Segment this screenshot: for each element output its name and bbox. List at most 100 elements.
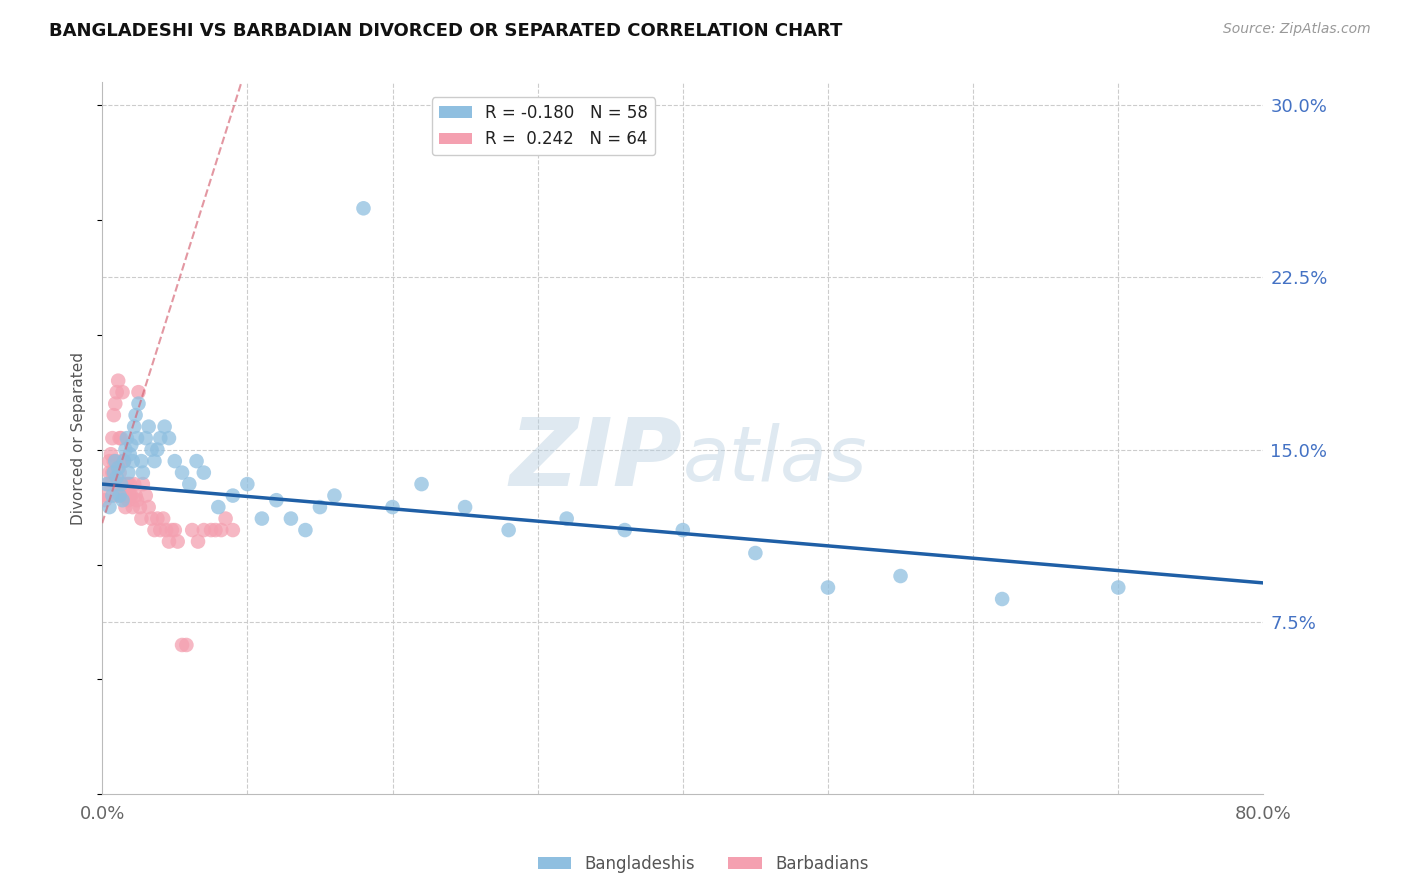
Point — [115, 431, 138, 445]
Point — [108, 466, 131, 480]
Point — [152, 511, 174, 525]
Point — [112, 454, 135, 468]
Legend: R = -0.180   N = 58, R =  0.242   N = 64: R = -0.180 N = 58, R = 0.242 N = 64 — [432, 97, 655, 155]
Point — [1107, 581, 1129, 595]
Point — [209, 523, 232, 537]
Point — [125, 493, 148, 508]
Point — [124, 489, 146, 503]
Point — [744, 546, 766, 560]
Point — [176, 638, 198, 652]
Point — [104, 454, 127, 468]
Point — [181, 523, 204, 537]
Point — [111, 385, 134, 400]
Point — [107, 461, 129, 475]
Point — [117, 493, 139, 508]
Point — [889, 569, 911, 583]
Point — [149, 523, 172, 537]
Point — [454, 500, 477, 514]
Point — [143, 523, 166, 537]
Point — [103, 466, 125, 480]
Point — [613, 523, 636, 537]
Point — [411, 477, 433, 491]
Point — [146, 511, 169, 525]
Point — [115, 489, 138, 503]
Point — [141, 511, 163, 525]
Point — [118, 489, 141, 503]
Text: BANGLADESHI VS BARBADIAN DIVORCED OR SEPARATED CORRELATION CHART: BANGLADESHI VS BARBADIAN DIVORCED OR SEP… — [49, 22, 842, 40]
Point — [122, 477, 145, 491]
Point — [97, 477, 120, 491]
Point — [200, 523, 222, 537]
Point — [991, 592, 1014, 607]
Point — [112, 477, 135, 491]
Point — [309, 500, 332, 514]
Point — [817, 581, 839, 595]
Point — [105, 385, 128, 400]
Point — [222, 523, 245, 537]
Point — [98, 500, 121, 514]
Point — [146, 442, 169, 457]
Point — [207, 500, 229, 514]
Point — [118, 447, 141, 461]
Point — [214, 511, 236, 525]
Point — [117, 466, 139, 480]
Point — [170, 466, 193, 480]
Point — [149, 431, 172, 445]
Legend: Bangladeshis, Barbadians: Bangladeshis, Barbadians — [531, 848, 875, 880]
Text: atlas: atlas — [683, 423, 868, 497]
Point — [353, 202, 375, 216]
Point — [101, 466, 124, 480]
Point — [120, 438, 142, 452]
Point — [323, 489, 346, 503]
Point — [100, 477, 122, 491]
Point — [96, 477, 118, 491]
Point — [204, 523, 226, 537]
Point — [96, 489, 118, 503]
Point — [117, 477, 139, 491]
Point — [163, 523, 186, 537]
Point — [124, 408, 146, 422]
Point — [153, 419, 176, 434]
Point — [107, 477, 129, 491]
Point — [107, 374, 129, 388]
Point — [114, 489, 136, 503]
Point — [122, 419, 145, 434]
Point — [121, 500, 143, 514]
Point — [104, 397, 127, 411]
Point — [103, 454, 125, 468]
Point — [141, 442, 163, 457]
Point — [155, 523, 177, 537]
Point — [103, 408, 125, 422]
Point — [132, 477, 155, 491]
Point — [163, 454, 186, 468]
Point — [114, 500, 136, 514]
Point — [98, 466, 121, 480]
Point — [110, 431, 132, 445]
Point — [118, 477, 141, 491]
Point — [143, 454, 166, 468]
Point — [294, 523, 316, 537]
Point — [160, 523, 183, 537]
Point — [157, 534, 180, 549]
Point — [105, 470, 128, 484]
Point — [193, 466, 215, 480]
Point — [128, 385, 150, 400]
Point — [100, 447, 122, 461]
Point — [250, 511, 273, 525]
Point — [114, 442, 136, 457]
Point — [138, 500, 160, 514]
Point — [110, 454, 132, 468]
Point — [98, 454, 121, 468]
Point — [111, 489, 134, 503]
Point — [138, 419, 160, 434]
Point — [108, 489, 131, 503]
Point — [132, 466, 155, 480]
Point — [135, 489, 157, 503]
Point — [108, 431, 131, 445]
Point — [135, 431, 157, 445]
Point — [111, 493, 134, 508]
Point — [236, 477, 259, 491]
Point — [193, 523, 215, 537]
Point — [222, 489, 245, 503]
Point — [131, 511, 153, 525]
